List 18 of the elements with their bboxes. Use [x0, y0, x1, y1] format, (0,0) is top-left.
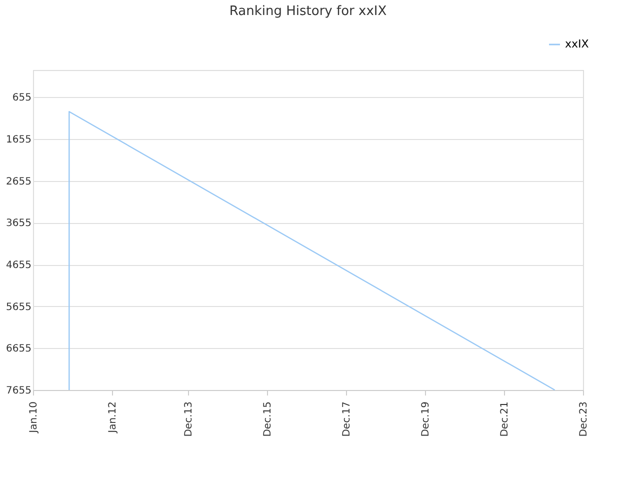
- x-tick-label: Dec.13: [183, 402, 194, 437]
- x-tick-label: Dec.21: [499, 402, 510, 437]
- chart-title: Ranking History for xxIX: [229, 4, 387, 19]
- x-tick-label: Dec.15: [262, 402, 274, 437]
- x-tick-label: Dec.17: [341, 402, 352, 437]
- y-tick-label: 3655: [6, 218, 32, 230]
- x-tick-label: Dec.23: [578, 402, 590, 437]
- y-tick-label: 6655: [6, 344, 32, 355]
- x-tick-label: Jan.10: [28, 402, 40, 434]
- y-tick-label: 4655: [6, 260, 32, 272]
- legend-label: xxIX: [565, 38, 590, 50]
- y-tick-label: 1655: [6, 134, 32, 146]
- y-tick-label: 5655: [6, 302, 32, 313]
- y-tick-label: 2655: [6, 176, 32, 188]
- x-tick-label: Jan.12: [108, 402, 119, 434]
- y-tick-label: 7655: [6, 386, 32, 396]
- x-tick-label: Dec.19: [420, 402, 432, 437]
- y-tick-label: 655: [12, 92, 32, 104]
